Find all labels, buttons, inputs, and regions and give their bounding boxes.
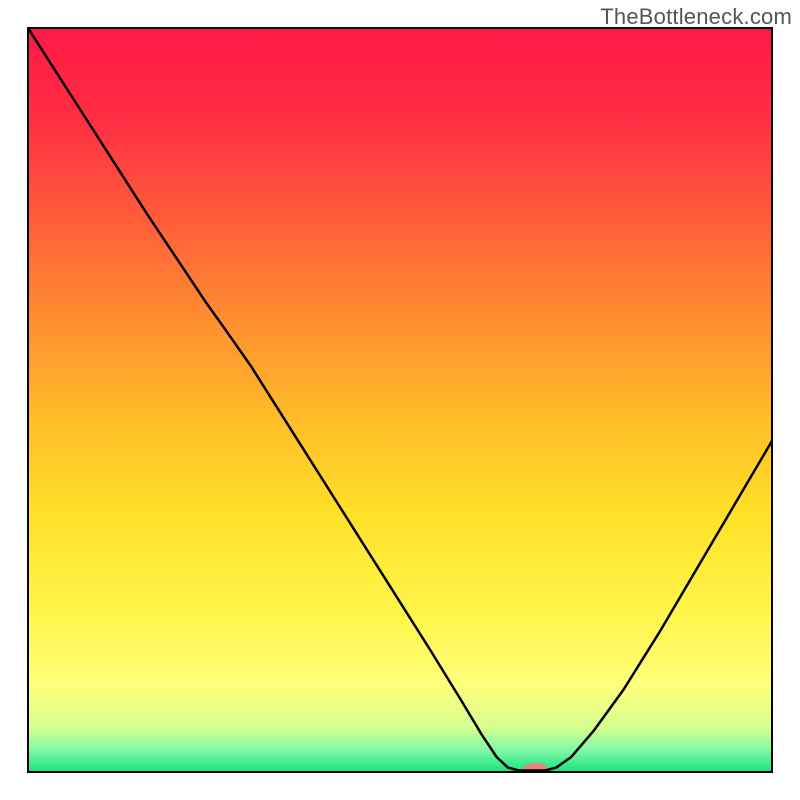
bottleneck-chart (0, 0, 800, 800)
optimal-marker (523, 763, 547, 775)
chart-container: TheBottleneck.com (0, 0, 800, 800)
gradient-background (28, 28, 772, 772)
